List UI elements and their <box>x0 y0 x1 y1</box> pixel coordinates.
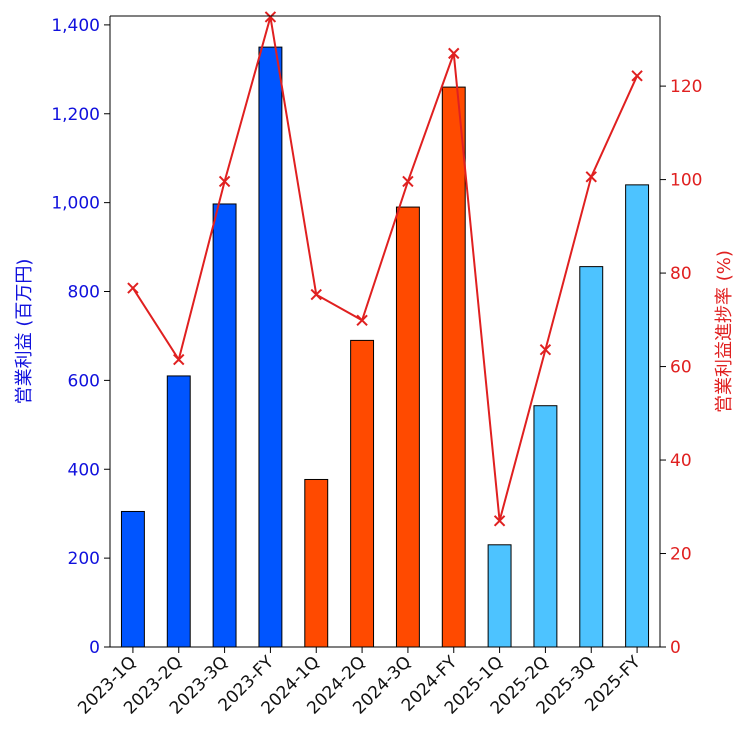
line-point-2025-3Q <box>585 171 597 183</box>
bar-2024-2Q <box>350 339 375 648</box>
bar-2024-FY <box>441 86 466 648</box>
y-tick-right-label: 20 <box>670 545 692 565</box>
bar-2024-3Q <box>395 206 420 648</box>
y-tick-left-label: 800 <box>68 283 100 303</box>
line-point-2023-1Q <box>127 282 139 294</box>
y-tick-right-label: 120 <box>670 77 702 97</box>
line-group <box>127 11 643 527</box>
y-tick-left-label: 0 <box>89 638 100 658</box>
y-tick-left-label: 1,000 <box>51 194 100 214</box>
y-tick-right-label: 80 <box>670 264 692 284</box>
bar-2025-FY <box>625 184 650 648</box>
y-tick-right-label: 60 <box>670 358 692 378</box>
bar-2025-1Q <box>487 544 512 648</box>
y-tick-right-label: 100 <box>670 171 702 191</box>
bar-2023-3Q <box>212 203 237 648</box>
ticks-group: 0 200 400 600 800 1,000 1,200 1,400 0 20 40 60 80 100… <box>51 16 702 719</box>
line-point-2024-FY <box>448 47 460 60</box>
bar-2024-1Q <box>304 478 329 648</box>
line-point-2025-1Q <box>493 515 506 527</box>
line-point-2023-2Q <box>173 353 185 366</box>
line-point-2023-3Q <box>218 175 231 188</box>
line-point-2024-2Q <box>356 314 368 326</box>
progress-line <box>132 16 638 522</box>
axes-group <box>109 15 661 648</box>
bar-2023-1Q <box>120 510 145 648</box>
bars-group <box>120 46 650 648</box>
bar-2023-FY <box>258 46 283 648</box>
line-point-2024-3Q <box>402 175 414 188</box>
y-tick-left-label: 600 <box>68 371 100 391</box>
bar-2025-2Q <box>533 405 558 648</box>
y-tick-right-label: 0 <box>670 638 681 658</box>
y-tick-right-label: 40 <box>670 451 692 471</box>
line-point-2025-FY <box>631 70 643 82</box>
y-tick-left-label: 1,400 <box>51 16 100 36</box>
y-axis-label-left: 営業利益 (百万円) <box>14 259 35 405</box>
bar-2023-2Q <box>166 375 191 648</box>
line-point-2023-FY <box>264 11 277 23</box>
y-tick-left-label: 200 <box>68 549 100 569</box>
y-axis-label-right: 営業利益進捗率 (%) <box>714 250 735 413</box>
line-point-2024-1Q <box>310 288 322 301</box>
line-point-2025-2Q <box>539 344 552 356</box>
y-tick-left-label: 1,200 <box>51 105 100 125</box>
y-tick-left-label: 400 <box>68 460 100 480</box>
bar-2025-3Q <box>579 266 604 648</box>
